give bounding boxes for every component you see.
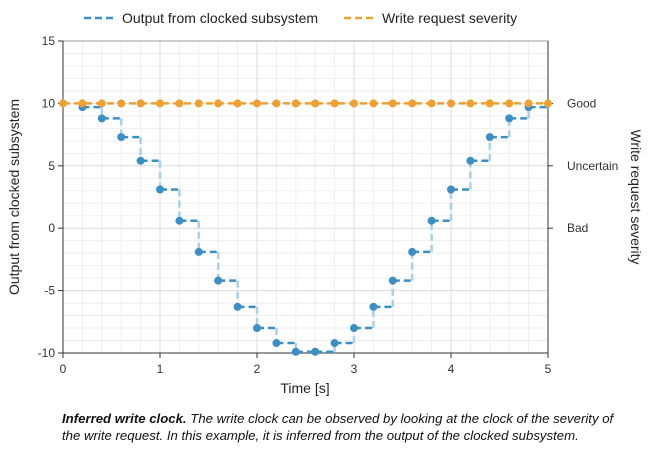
severity-point (330, 99, 339, 108)
output-point (291, 347, 300, 356)
y-tick-label: -5 (44, 284, 55, 298)
y-tick-label: 10 (42, 96, 56, 110)
legend: Output from clocked subsystem Write requ… (84, 10, 517, 26)
output-point (253, 324, 261, 333)
output-point (156, 185, 164, 194)
severity-point (214, 99, 223, 108)
x-tick-label: 0 (60, 362, 67, 376)
x-tick-label: 5 (545, 362, 552, 376)
grid-minor (63, 41, 548, 353)
severity-point (524, 99, 533, 108)
severity-point (388, 99, 397, 108)
severity-point (272, 99, 281, 108)
severity-point (466, 99, 475, 108)
x-axis-title: Time [s] (280, 380, 329, 396)
series-layer (59, 99, 552, 356)
x-tick-label: 1 (157, 362, 164, 376)
output-point (388, 276, 397, 285)
output-point (233, 302, 242, 311)
severity-point (505, 99, 514, 108)
output-point (408, 247, 417, 256)
y2-tick-label: Uncertain (567, 159, 618, 173)
output-point (466, 156, 475, 165)
severity-point (117, 99, 126, 108)
y-axis-title: Output from clocked subsystem (6, 99, 22, 295)
y-tick-label: 15 (42, 34, 56, 48)
legend-label-severity: Write request severity (382, 10, 517, 26)
severity-point (427, 99, 436, 108)
output-point (369, 302, 378, 311)
y-tick-label: 5 (48, 159, 55, 173)
severity-point (350, 99, 358, 108)
output-point (311, 347, 320, 356)
x-tick-label: 4 (448, 362, 455, 376)
severity-point (544, 99, 552, 108)
severity-point (369, 99, 378, 108)
severity-point (485, 99, 494, 108)
axes (62, 41, 549, 354)
output-point (136, 156, 145, 165)
output-point (214, 276, 223, 285)
severity-point (233, 99, 242, 108)
y2-tick-label: Good (567, 96, 596, 110)
severity-point (194, 99, 203, 108)
severity-point (447, 99, 455, 108)
severity-point (136, 99, 145, 108)
severity-point (311, 99, 320, 108)
x-tick-label: 2 (254, 362, 261, 376)
severity-point (291, 99, 300, 108)
figure-caption: Inferred write clock. The write clock ca… (62, 410, 632, 444)
output-point (427, 216, 436, 225)
output-point (350, 324, 358, 333)
plot-frame (62, 40, 549, 354)
output-point (505, 114, 514, 123)
y-tick-label: 0 (48, 221, 55, 235)
output-point (272, 339, 281, 348)
severity-point (97, 99, 106, 108)
legend-label-output: Output from clocked subsystem (122, 10, 318, 26)
tick-labels: 0 1 2 3 4 5 -10 -5 0 5 10 15 Good Uncertain Bad (38, 34, 619, 376)
output-point (330, 339, 339, 348)
output-point (485, 133, 494, 142)
severity-point (156, 99, 164, 108)
y2-axis-title: Write request severity (628, 129, 644, 264)
caption-title: Inferred write clock. (62, 411, 187, 426)
output-point (97, 114, 106, 123)
y2-tick-label: Bad (567, 221, 588, 235)
output-point (175, 216, 184, 225)
chart: 0 1 2 3 4 5 -10 -5 0 5 10 15 Good Uncertain Bad Output… (6, 10, 644, 396)
severity-point (253, 99, 261, 108)
severity-point (59, 99, 67, 108)
severity-point (78, 99, 87, 108)
caption-text: The write clock can be observed by looki… (62, 411, 614, 443)
severity-point (175, 99, 184, 108)
grid-major (62, 40, 549, 354)
output-point (447, 185, 455, 194)
y-tick-label: -10 (38, 346, 56, 360)
output-point (194, 247, 203, 256)
output-point (117, 133, 126, 142)
severity-point (408, 99, 417, 108)
x-tick-label: 3 (351, 362, 358, 376)
